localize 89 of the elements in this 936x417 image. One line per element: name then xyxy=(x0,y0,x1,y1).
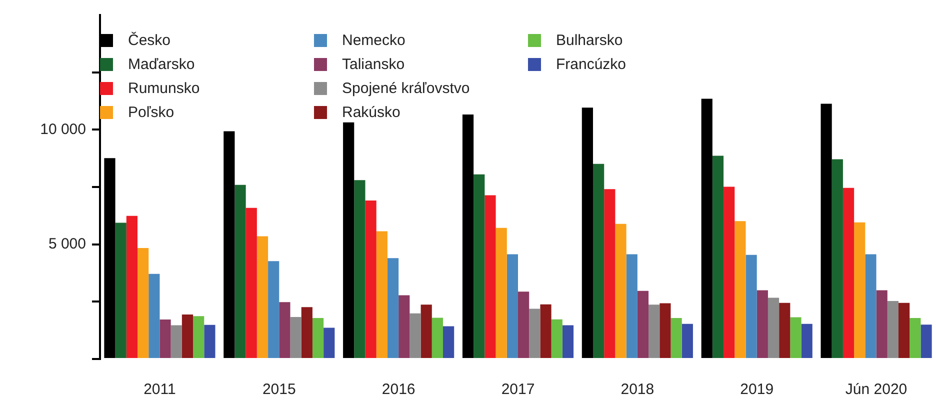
bar xyxy=(582,108,593,358)
bar xyxy=(734,221,746,358)
bar xyxy=(637,290,649,358)
bar xyxy=(343,122,354,358)
bar xyxy=(682,324,693,358)
x-tick-label: 2018 xyxy=(620,381,654,398)
bar xyxy=(432,318,443,358)
bar xyxy=(518,292,530,358)
bar xyxy=(551,319,562,358)
bar xyxy=(626,254,638,358)
bar xyxy=(290,317,302,358)
bar xyxy=(842,188,854,358)
y-tick-label: 10 000 xyxy=(40,120,86,138)
bar xyxy=(268,261,280,358)
bar xyxy=(887,300,898,358)
legend-label: Nemecko xyxy=(342,32,406,48)
bar xyxy=(387,258,399,358)
bar xyxy=(126,216,138,358)
bar xyxy=(170,325,182,358)
y-tick-label: 5 000 xyxy=(48,235,86,252)
bar xyxy=(193,316,204,358)
bar xyxy=(224,131,235,358)
legend-label: Rumunsko xyxy=(128,80,200,96)
bar xyxy=(312,318,324,358)
bar xyxy=(724,186,735,358)
bar xyxy=(854,222,866,358)
bar xyxy=(648,304,660,358)
bar xyxy=(540,304,552,358)
legend-label: Česko xyxy=(128,32,171,48)
bar xyxy=(182,314,194,358)
x-tick-label: Jún 2020 xyxy=(845,381,908,398)
bar xyxy=(160,320,171,358)
bar xyxy=(410,313,421,358)
bar xyxy=(204,324,216,358)
bar xyxy=(768,298,780,358)
legend-label: Poľsko xyxy=(128,104,174,120)
legend-label: Bulharsko xyxy=(556,32,623,48)
bar xyxy=(104,158,116,358)
legend-label: Rakúsko xyxy=(342,104,400,120)
legend-label: Spojené kráľovstvo xyxy=(342,80,470,96)
bar xyxy=(876,290,888,358)
bar xyxy=(832,159,843,358)
bar xyxy=(496,228,507,358)
bar xyxy=(790,317,802,358)
bar xyxy=(376,231,388,358)
bar xyxy=(712,156,724,358)
bar xyxy=(910,318,921,358)
bar xyxy=(115,222,126,358)
bar xyxy=(462,114,474,358)
bar xyxy=(660,303,671,358)
bar xyxy=(506,254,518,358)
bar xyxy=(301,307,312,358)
x-tick-label: 2017 xyxy=(501,381,535,398)
bar xyxy=(562,325,574,358)
bar xyxy=(604,189,616,358)
bar xyxy=(779,302,790,358)
bar xyxy=(234,184,246,358)
bar xyxy=(365,200,376,358)
bar xyxy=(529,308,540,358)
bar xyxy=(443,326,454,358)
x-tick-label: 2016 xyxy=(382,381,416,398)
bar xyxy=(148,274,160,358)
bar xyxy=(898,302,910,358)
bar xyxy=(256,236,268,358)
bar xyxy=(670,318,682,358)
bar xyxy=(920,324,932,358)
bar xyxy=(279,302,290,358)
legend-label: Francúzko xyxy=(556,56,626,72)
legend-label: Maďarsko xyxy=(128,56,195,72)
bar xyxy=(398,295,410,358)
x-tick-label: 2015 xyxy=(262,381,296,398)
bar xyxy=(246,208,257,358)
legend-label: Taliansko xyxy=(342,56,405,72)
bar xyxy=(593,164,604,358)
bar xyxy=(865,254,876,358)
bar xyxy=(420,304,432,358)
bar xyxy=(324,328,335,358)
bar xyxy=(615,224,626,358)
bar xyxy=(820,104,832,358)
bar xyxy=(756,290,768,358)
bar xyxy=(474,174,485,358)
bar xyxy=(801,324,812,358)
x-tick-label: 2019 xyxy=(740,381,774,398)
bar xyxy=(484,195,496,358)
bar xyxy=(701,98,712,358)
bar xyxy=(354,180,366,358)
bar xyxy=(746,254,757,358)
x-tick-label: 2011 xyxy=(144,381,176,398)
bar xyxy=(138,248,149,358)
